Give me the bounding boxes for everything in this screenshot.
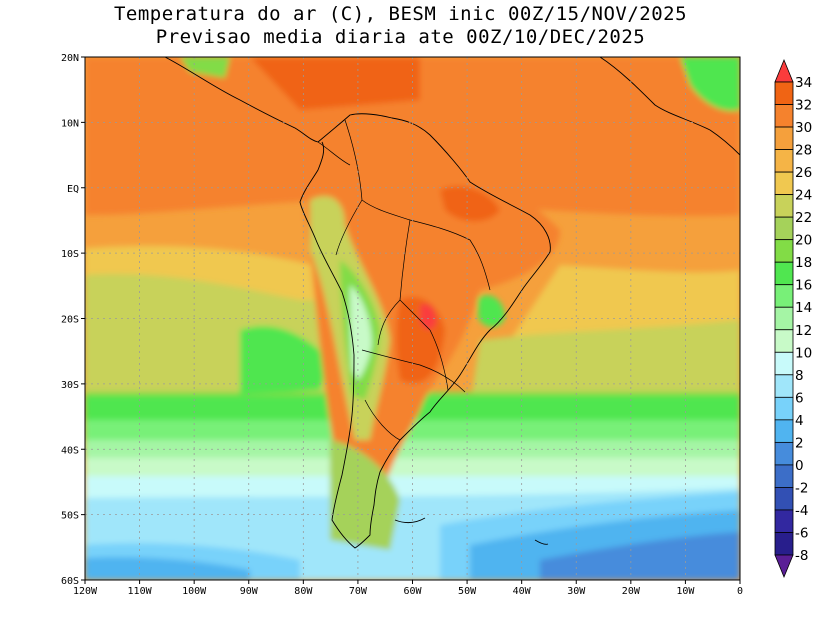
- lon-label: 90W: [240, 586, 259, 597]
- lon-label: 10W: [676, 586, 695, 597]
- lat-label: 20N: [61, 53, 79, 64]
- lat-label: 40S: [61, 445, 79, 456]
- lon-label: 60W: [403, 586, 422, 597]
- colorbar-swatch: [774, 284, 794, 308]
- colorbar-label: 28: [795, 143, 812, 159]
- colorbar-swatch: [774, 261, 794, 286]
- colorbar-swatch: [774, 419, 794, 443]
- lon-label: 40W: [513, 586, 532, 597]
- colorbar-swatch: [774, 396, 794, 421]
- colorbar-swatch: [774, 194, 794, 218]
- lon-label: 110W: [128, 586, 153, 597]
- colorbar-label: 22: [795, 210, 812, 226]
- map-title-line-2: Previsao media diaria ate 00Z/10/DEC/202…: [155, 26, 646, 48]
- colorbar-label: 18: [795, 255, 812, 271]
- colorbar-label: -2: [795, 480, 808, 496]
- colorbar-swatch: [774, 351, 794, 376]
- colorbar-swatch: [774, 149, 794, 173]
- colorbar-label: 24: [795, 188, 812, 204]
- colorbar-label: 10: [795, 345, 812, 361]
- colorbar-label: 6: [795, 390, 804, 406]
- colorbar-swatch: [774, 306, 794, 331]
- colorbar-swatch: [774, 509, 794, 533]
- colorbar-swatch: [774, 81, 794, 105]
- colorbar-label: 2: [795, 435, 804, 451]
- colorbar-label: 4: [795, 413, 804, 429]
- lon-label: 20W: [622, 586, 641, 597]
- map-title-line-1: Temperatura do ar (C), BESM inic 00Z/15/…: [113, 3, 688, 25]
- lon-label: 100W: [182, 586, 207, 597]
- lon-label: 80W: [294, 586, 313, 597]
- colorbar-label: 30: [795, 120, 812, 136]
- colorbar-label: 14: [795, 300, 812, 316]
- lon-label: 50W: [458, 586, 477, 597]
- lat-lon-grid: [85, 57, 740, 580]
- colorbar-bottom-triangle: [774, 554, 794, 579]
- colorbar-swatch: [774, 464, 794, 488]
- lat-label: 30S: [61, 380, 79, 391]
- colorbar-label: 26: [795, 165, 812, 181]
- colorbar-label: -6: [795, 525, 808, 541]
- colorbar-swatch: [774, 239, 794, 263]
- colorbar-swatch: [774, 171, 794, 196]
- colorbar-label: 32: [795, 98, 812, 114]
- country-borders: [317, 119, 491, 441]
- lon-label: 30W: [567, 586, 586, 597]
- lat-label: EQ: [67, 184, 79, 195]
- lat-label: 10N: [61, 118, 79, 129]
- lat-label: 60S: [61, 576, 79, 587]
- colorbar-swatch: [774, 532, 794, 556]
- lon-label: 70W: [349, 586, 368, 597]
- lat-label: 50S: [61, 511, 79, 522]
- colorbar-label: -4: [795, 503, 808, 519]
- colorbar-swatch: [774, 374, 794, 398]
- lat-label: 10S: [61, 249, 79, 260]
- colorbar-label: 34: [795, 75, 812, 91]
- colorbar-label: 0: [795, 458, 804, 474]
- colorbar-swatch: [774, 104, 794, 128]
- colorbar-top-triangle: [774, 58, 794, 83]
- colorbar-label: 20: [795, 233, 812, 249]
- coastlines: [164, 57, 740, 549]
- colorbar-swatch: [774, 487, 794, 511]
- colorbar-label: 8: [795, 368, 804, 384]
- lon-label: 0: [737, 586, 743, 597]
- lat-label: 20S: [61, 315, 79, 326]
- colorbar-label: 16: [795, 278, 812, 294]
- lon-label: 120W: [73, 586, 98, 597]
- colorbar-label: -8: [795, 548, 808, 564]
- colorbar-swatch: [774, 329, 794, 353]
- colorbar-swatch: [774, 216, 794, 241]
- colorbar-label: 12: [795, 323, 812, 339]
- colorbar-swatch: [774, 441, 794, 466]
- colorbar-swatch: [774, 126, 794, 150]
